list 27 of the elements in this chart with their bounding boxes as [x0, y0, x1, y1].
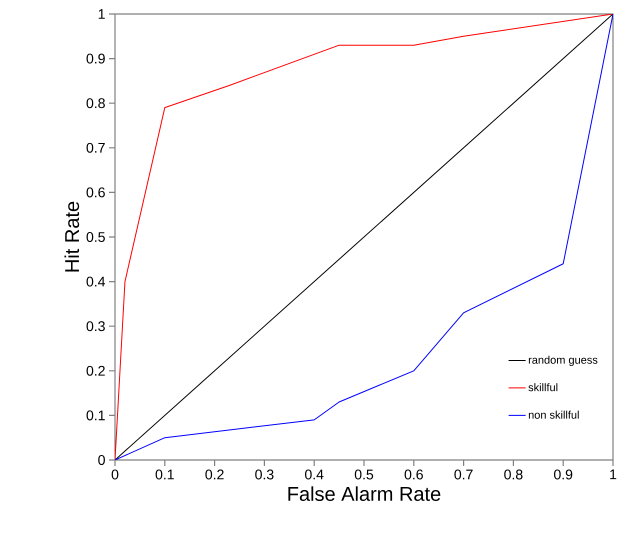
y-tick-label: 0.5 — [86, 232, 105, 242]
x-tick-label: 0.7 — [454, 470, 473, 480]
y-tick-label: 0.6 — [86, 187, 105, 198]
x-tick-label: 1 — [610, 470, 616, 480]
y-axis-title: Hit Rate — [64, 202, 80, 272]
x-tick-label: 0.3 — [255, 470, 274, 480]
x-axis-title: False Alarm Rate — [288, 486, 440, 501]
legend-label: random guess — [528, 356, 598, 366]
x-tick-label: 0.2 — [205, 470, 224, 480]
x-tick-label: 0.4 — [305, 470, 324, 480]
y-tick-label: 0.3 — [86, 321, 105, 332]
x-tick-label: 0.6 — [404, 470, 423, 480]
y-tick-label: 0 — [98, 455, 105, 465]
legend-label: non skillful — [528, 410, 579, 419]
x-tick-label: 0 — [112, 470, 118, 480]
y-tick-label: 1 — [98, 9, 105, 19]
y-tick-label: 0.4 — [86, 276, 106, 287]
y-tick-label: 0.1 — [86, 410, 105, 420]
x-tick-label: 0.9 — [554, 470, 572, 480]
y-tick-label: 0.7 — [86, 142, 105, 153]
legend-label: skillful — [528, 383, 558, 392]
x-tick-label: 0.5 — [354, 470, 374, 480]
y-tick-label: 0.2 — [86, 366, 105, 376]
y-tick-label: 0.8 — [86, 98, 105, 108]
x-tick-label: 0.1 — [156, 470, 174, 480]
y-tick-label: 0.9 — [86, 54, 105, 64]
x-tick-label: 0.8 — [504, 470, 523, 480]
